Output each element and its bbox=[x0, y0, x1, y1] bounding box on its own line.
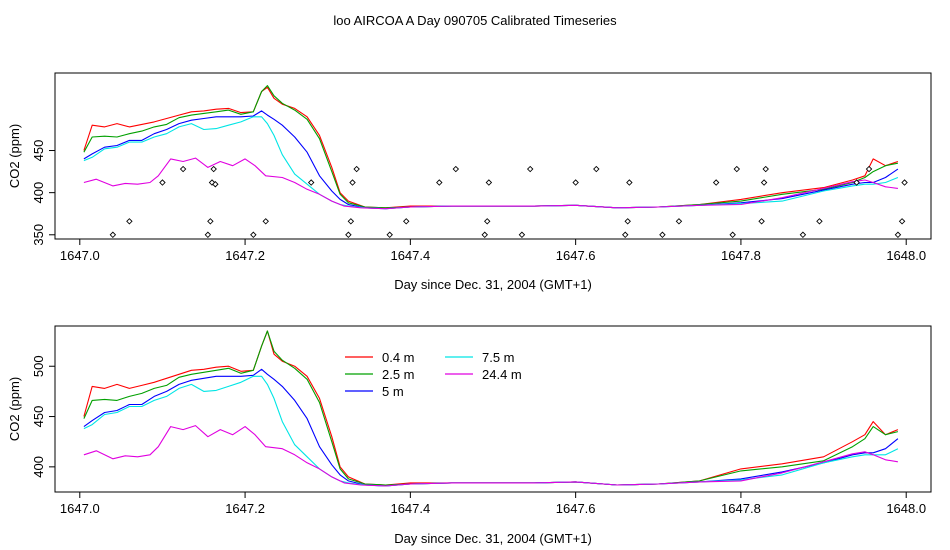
figure-title: loo AIRCOA A Day 090705 Calibrated Times… bbox=[333, 13, 617, 28]
top-series-lines bbox=[83, 85, 899, 210]
bottom-series-25m bbox=[83, 330, 899, 486]
bottom-series-75m bbox=[83, 375, 899, 487]
legend-label-24.4m: 24.4 m bbox=[482, 367, 522, 382]
bottom-series-244m bbox=[83, 425, 898, 487]
bottom-panel: 1647.0 1647.2 1647.4 1647.6 1647.8 1648.0 400… bbox=[7, 325, 932, 546]
bottom-x-axis: 1647.0 1647.2 1647.4 1647.6 1647.8 1648.0 bbox=[60, 492, 926, 516]
bottom-y-tick-label: 450 bbox=[31, 406, 46, 428]
top-series-5m bbox=[83, 110, 899, 210]
top-calibration-point bbox=[452, 165, 460, 173]
bottom-y-axis: 400 450 500 bbox=[31, 355, 55, 478]
top-calibration-point bbox=[894, 231, 902, 239]
legend-label-7.5m: 7.5 m bbox=[482, 350, 515, 365]
top-series-244m bbox=[83, 157, 898, 210]
top-calibration-point bbox=[572, 179, 579, 186]
top-calibration-point bbox=[626, 179, 633, 186]
top-calibration-point bbox=[483, 218, 491, 225]
bottom-x-tick-label: 1647.8 bbox=[721, 501, 761, 516]
top-calibration-point bbox=[729, 231, 736, 239]
top-calibration-points bbox=[109, 165, 908, 239]
top-calibration-point bbox=[353, 165, 360, 173]
legend-label-5m: 5 m bbox=[382, 384, 404, 399]
top-calibration-point bbox=[518, 231, 526, 239]
top-series-25m bbox=[83, 85, 899, 209]
top-calibration-point bbox=[349, 179, 356, 186]
top-calibration-point bbox=[799, 231, 807, 239]
top-calibration-point bbox=[109, 231, 117, 239]
bottom-y-tick-label: 400 bbox=[31, 456, 46, 478]
top-calibration-point bbox=[898, 218, 906, 225]
legend-label-2.5m: 2.5 m bbox=[382, 367, 415, 382]
top-calibration-point bbox=[307, 179, 315, 186]
top-calibration-point bbox=[436, 179, 443, 186]
bottom-x-tick-label: 1647.6 bbox=[556, 501, 596, 516]
bottom-series-lines bbox=[83, 330, 899, 487]
top-calibration-point bbox=[853, 179, 860, 186]
top-calibration-point bbox=[733, 165, 741, 173]
top-panel: 1647.0 1647.2 1647.4 1647.6 1647.8 1648.0 350… bbox=[7, 72, 932, 292]
top-calibration-point bbox=[210, 165, 217, 173]
top-calibration-point bbox=[712, 179, 720, 186]
top-calibration-point bbox=[659, 231, 666, 239]
legend: 0.4 m 2.5 m 5 m 7.5 m 24.4 m bbox=[345, 350, 522, 399]
top-y-tick-label: 350 bbox=[31, 224, 46, 246]
top-calibration-point bbox=[865, 165, 873, 173]
bottom-x-tick-label: 1647.4 bbox=[390, 501, 430, 516]
bottom-series-04m bbox=[83, 330, 899, 486]
top-plot-frame bbox=[54, 72, 932, 240]
top-calibration-point bbox=[816, 218, 823, 225]
bottom-x-axis-label: Day since Dec. 31, 2004 (GMT+1) bbox=[394, 531, 592, 546]
bottom-x-tick-label: 1647.0 bbox=[60, 501, 100, 516]
top-calibration-point bbox=[126, 218, 133, 225]
bottom-plot-frame bbox=[54, 325, 932, 493]
top-calibration-point bbox=[481, 231, 488, 239]
top-x-axis: 1647.0 1647.2 1647.4 1647.6 1647.8 1648.0 bbox=[60, 239, 926, 263]
top-y-axis: 350 400 450 bbox=[31, 140, 55, 246]
top-x-tick-label: 1647.8 bbox=[721, 248, 761, 263]
bottom-x-tick-label: 1647.2 bbox=[225, 501, 265, 516]
top-calibration-point bbox=[526, 165, 534, 173]
top-y-tick-label: 400 bbox=[31, 182, 46, 204]
top-calibration-point bbox=[758, 218, 765, 225]
bottom-x-tick-label: 1648.0 bbox=[886, 501, 926, 516]
top-calibration-point bbox=[901, 179, 908, 186]
top-calibration-point bbox=[212, 180, 219, 188]
top-x-tick-label: 1647.2 bbox=[225, 248, 265, 263]
top-x-tick-label: 1647.0 bbox=[60, 248, 100, 263]
top-calibration-point bbox=[762, 165, 769, 173]
top-x-tick-label: 1647.4 bbox=[390, 248, 430, 263]
top-calibration-point bbox=[675, 218, 683, 225]
top-y-axis-label: CO2 (ppm) bbox=[7, 124, 22, 188]
top-calibration-point bbox=[624, 218, 631, 225]
top-series-04m bbox=[83, 86, 899, 209]
top-calibration-point bbox=[179, 165, 187, 173]
top-calibration-point bbox=[402, 218, 410, 225]
top-y-tick-label: 450 bbox=[31, 140, 46, 162]
legend-label-0.4m: 0.4 m bbox=[382, 350, 415, 365]
top-calibration-point bbox=[250, 231, 257, 239]
bottom-y-tick-label: 500 bbox=[31, 355, 46, 377]
bottom-y-axis-label: CO2 (ppm) bbox=[7, 377, 22, 441]
top-x-axis-label: Day since Dec. 31, 2004 (GMT+1) bbox=[394, 277, 592, 292]
top-calibration-point bbox=[386, 231, 393, 239]
top-x-tick-label: 1648.0 bbox=[886, 248, 926, 263]
top-calibration-point bbox=[485, 179, 493, 186]
top-calibration-point bbox=[345, 231, 352, 239]
top-calibration-point bbox=[593, 165, 600, 173]
top-calibration-point bbox=[347, 218, 355, 225]
top-calibration-point bbox=[760, 179, 768, 186]
top-calibration-point bbox=[621, 231, 629, 239]
top-calibration-point bbox=[204, 231, 212, 239]
top-x-tick-label: 1647.6 bbox=[556, 248, 596, 263]
bottom-series-5m bbox=[83, 368, 899, 487]
top-calibration-point bbox=[207, 218, 214, 225]
top-calibration-point bbox=[262, 218, 269, 225]
top-calibration-point bbox=[159, 179, 166, 186]
